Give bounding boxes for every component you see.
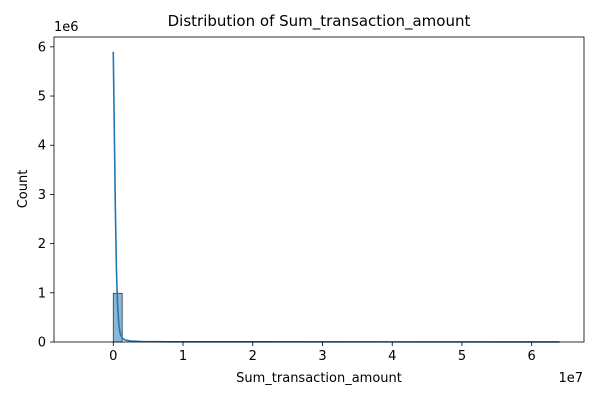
- axes: 0 1 2 3 4 5 6 0 1 2 3 4 5 6: [38, 36, 585, 364]
- x-axis-label: Sum_transaction_amount: [236, 371, 402, 386]
- y-tick-label: 4: [38, 139, 46, 154]
- axes-frame: [53, 36, 585, 343]
- y-tick-label: 5: [38, 90, 46, 105]
- y-tick-label: 2: [38, 237, 46, 252]
- x-tick-label: 4: [388, 349, 396, 364]
- y-tick-label: 6: [38, 40, 46, 55]
- y-tick-label: 0: [38, 336, 46, 351]
- plot-area: [112, 51, 560, 343]
- x-tick-label: 2: [249, 349, 257, 364]
- x-tick-label: 6: [528, 349, 536, 364]
- chart-title: Distribution of Sum_transaction_amount: [168, 12, 471, 31]
- x-axis-multiplier: 1e7: [558, 371, 583, 386]
- y-axis-multiplier: 1e6: [54, 20, 79, 35]
- x-tick-label: 3: [318, 349, 326, 364]
- y-tick-label: 1: [38, 286, 46, 301]
- kde-line: [112, 51, 560, 343]
- y-axis-label: Count: [16, 170, 31, 209]
- x-tick-label: 0: [109, 349, 117, 364]
- y-tick-label: 3: [38, 188, 46, 203]
- x-tick-label: 5: [458, 349, 466, 364]
- x-tick-label: 1: [179, 349, 187, 364]
